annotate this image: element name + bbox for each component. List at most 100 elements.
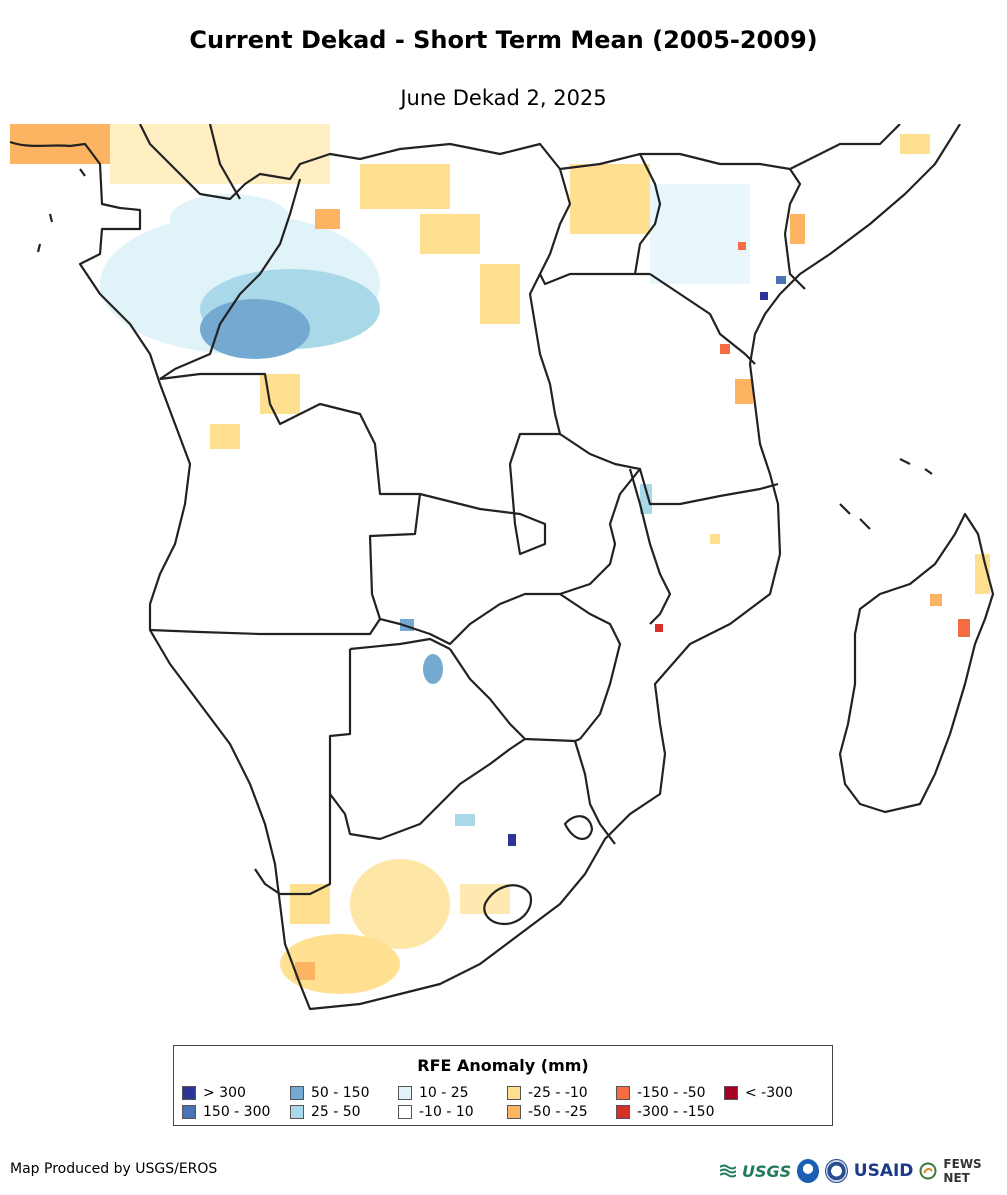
border (159, 372, 560, 556)
border (449, 648, 581, 743)
anomaly-patch (508, 834, 516, 846)
border (783, 168, 806, 290)
anomaly-patch (640, 484, 652, 514)
border (559, 593, 622, 740)
logo-strip: USGS USAID FEWS NET (720, 1154, 1007, 1188)
legend-item: > 300 (182, 1084, 246, 1102)
usaid-logo-text: USAID (853, 1161, 914, 1181)
legend-item: -10 - 10 (398, 1103, 474, 1121)
legend-swatch (290, 1105, 304, 1119)
fews-net-logo-icon (919, 1162, 937, 1180)
anomaly-patch (900, 134, 930, 154)
legend-swatch (507, 1105, 521, 1119)
legend-swatch (724, 1086, 738, 1100)
anomaly-patch (420, 214, 480, 254)
dept-seal-icon (825, 1159, 848, 1183)
anomaly-patch (295, 962, 315, 980)
border (633, 153, 662, 275)
noaa-logo-icon (797, 1159, 820, 1183)
legend-swatch (507, 1086, 521, 1100)
legend-label: 10 - 25 (419, 1085, 469, 1101)
anomaly-patch (655, 624, 663, 632)
anomaly-patch (776, 276, 786, 284)
border (528, 273, 562, 435)
anomaly-patch (315, 209, 340, 229)
rainfall-anomaly-map (9, 124, 995, 1011)
border (254, 649, 352, 896)
legend-swatch (616, 1105, 630, 1119)
border (649, 273, 756, 365)
anomaly-patch (790, 214, 805, 244)
border (538, 168, 650, 286)
anomaly-patch (720, 344, 730, 354)
anomaly-patch (930, 594, 942, 606)
anomaly-patch (710, 534, 720, 544)
border (208, 124, 241, 200)
legend-label: -300 - -150 (637, 1104, 715, 1120)
legend-item: -150 - -50 (616, 1084, 706, 1102)
anomaly-patch (735, 379, 753, 404)
border (159, 178, 302, 380)
legend-label: > 300 (203, 1085, 246, 1101)
country-borders (9, 124, 995, 1011)
anomaly-patch (10, 124, 110, 164)
legend-label: -10 - 10 (419, 1104, 474, 1120)
anomaly-patch (958, 619, 970, 637)
legend-label: -150 - -50 (637, 1085, 706, 1101)
anomaly-patch (570, 164, 650, 234)
legend-item: -300 - -150 (616, 1103, 715, 1121)
coastline-africa (9, 124, 961, 1011)
border (628, 468, 672, 625)
anomaly-patch (650, 184, 750, 284)
legend-swatch (290, 1086, 304, 1100)
usgs-logo-icon (720, 1164, 736, 1178)
legend-swatch (398, 1105, 412, 1119)
legend-label: 50 - 150 (311, 1085, 370, 1101)
legend-swatch (398, 1086, 412, 1100)
anomaly-patch (170, 194, 290, 244)
anomaly-patch (738, 242, 746, 250)
coastline-madagascar (838, 512, 995, 814)
border (329, 738, 526, 841)
legend-item: < -300 (724, 1084, 793, 1102)
map-title: Current Dekad - Short Term Mean (2005-20… (189, 26, 818, 54)
legend-label: 150 - 300 (203, 1104, 271, 1120)
legend-label: -25 - -10 (528, 1085, 588, 1101)
legend: RFE Anomaly (mm) > 300 150 - 300 50 - 15… (173, 1045, 833, 1126)
legend-item: 10 - 25 (398, 1084, 469, 1102)
border (563, 815, 594, 840)
legend-swatch (182, 1086, 196, 1100)
anomaly-patch (200, 299, 310, 359)
map-credit: Map Produced by USGS/EROS (10, 1161, 218, 1177)
anomaly-patch (360, 164, 450, 209)
legend-swatch (182, 1105, 196, 1119)
border (368, 468, 641, 646)
map-subtitle: June Dekad 2, 2025 (400, 86, 607, 110)
anomaly-patch (110, 124, 330, 184)
legend-item: 150 - 300 (182, 1103, 270, 1121)
border (559, 433, 779, 506)
islands (36, 168, 933, 530)
border (573, 740, 616, 845)
legend-item: -25 - -10 (507, 1084, 588, 1102)
legend-item: 25 - 50 (290, 1103, 361, 1121)
legend-item: 50 - 150 (290, 1084, 370, 1102)
fews-net-logo-text: FEWS NET (943, 1157, 982, 1185)
legend-item: -50 - -25 (507, 1103, 588, 1121)
border (139, 124, 901, 201)
usgs-logo-text: USGS (742, 1161, 792, 1181)
legend-label: -50 - -25 (528, 1104, 588, 1120)
legend-label: 25 - 50 (311, 1104, 361, 1120)
anomaly-patch (975, 554, 990, 594)
anomaly-patch (760, 292, 768, 300)
anomaly-patch (210, 424, 240, 449)
anomaly-patch (423, 654, 443, 684)
anomaly-patches (10, 124, 990, 994)
anomaly-patch (350, 859, 450, 949)
legend-swatch (616, 1086, 630, 1100)
anomaly-patch (290, 884, 330, 924)
anomaly-patch (480, 264, 520, 324)
anomaly-patch (455, 814, 475, 826)
border (349, 637, 451, 651)
legend-title: RFE Anomaly (mm) (417, 1056, 589, 1075)
